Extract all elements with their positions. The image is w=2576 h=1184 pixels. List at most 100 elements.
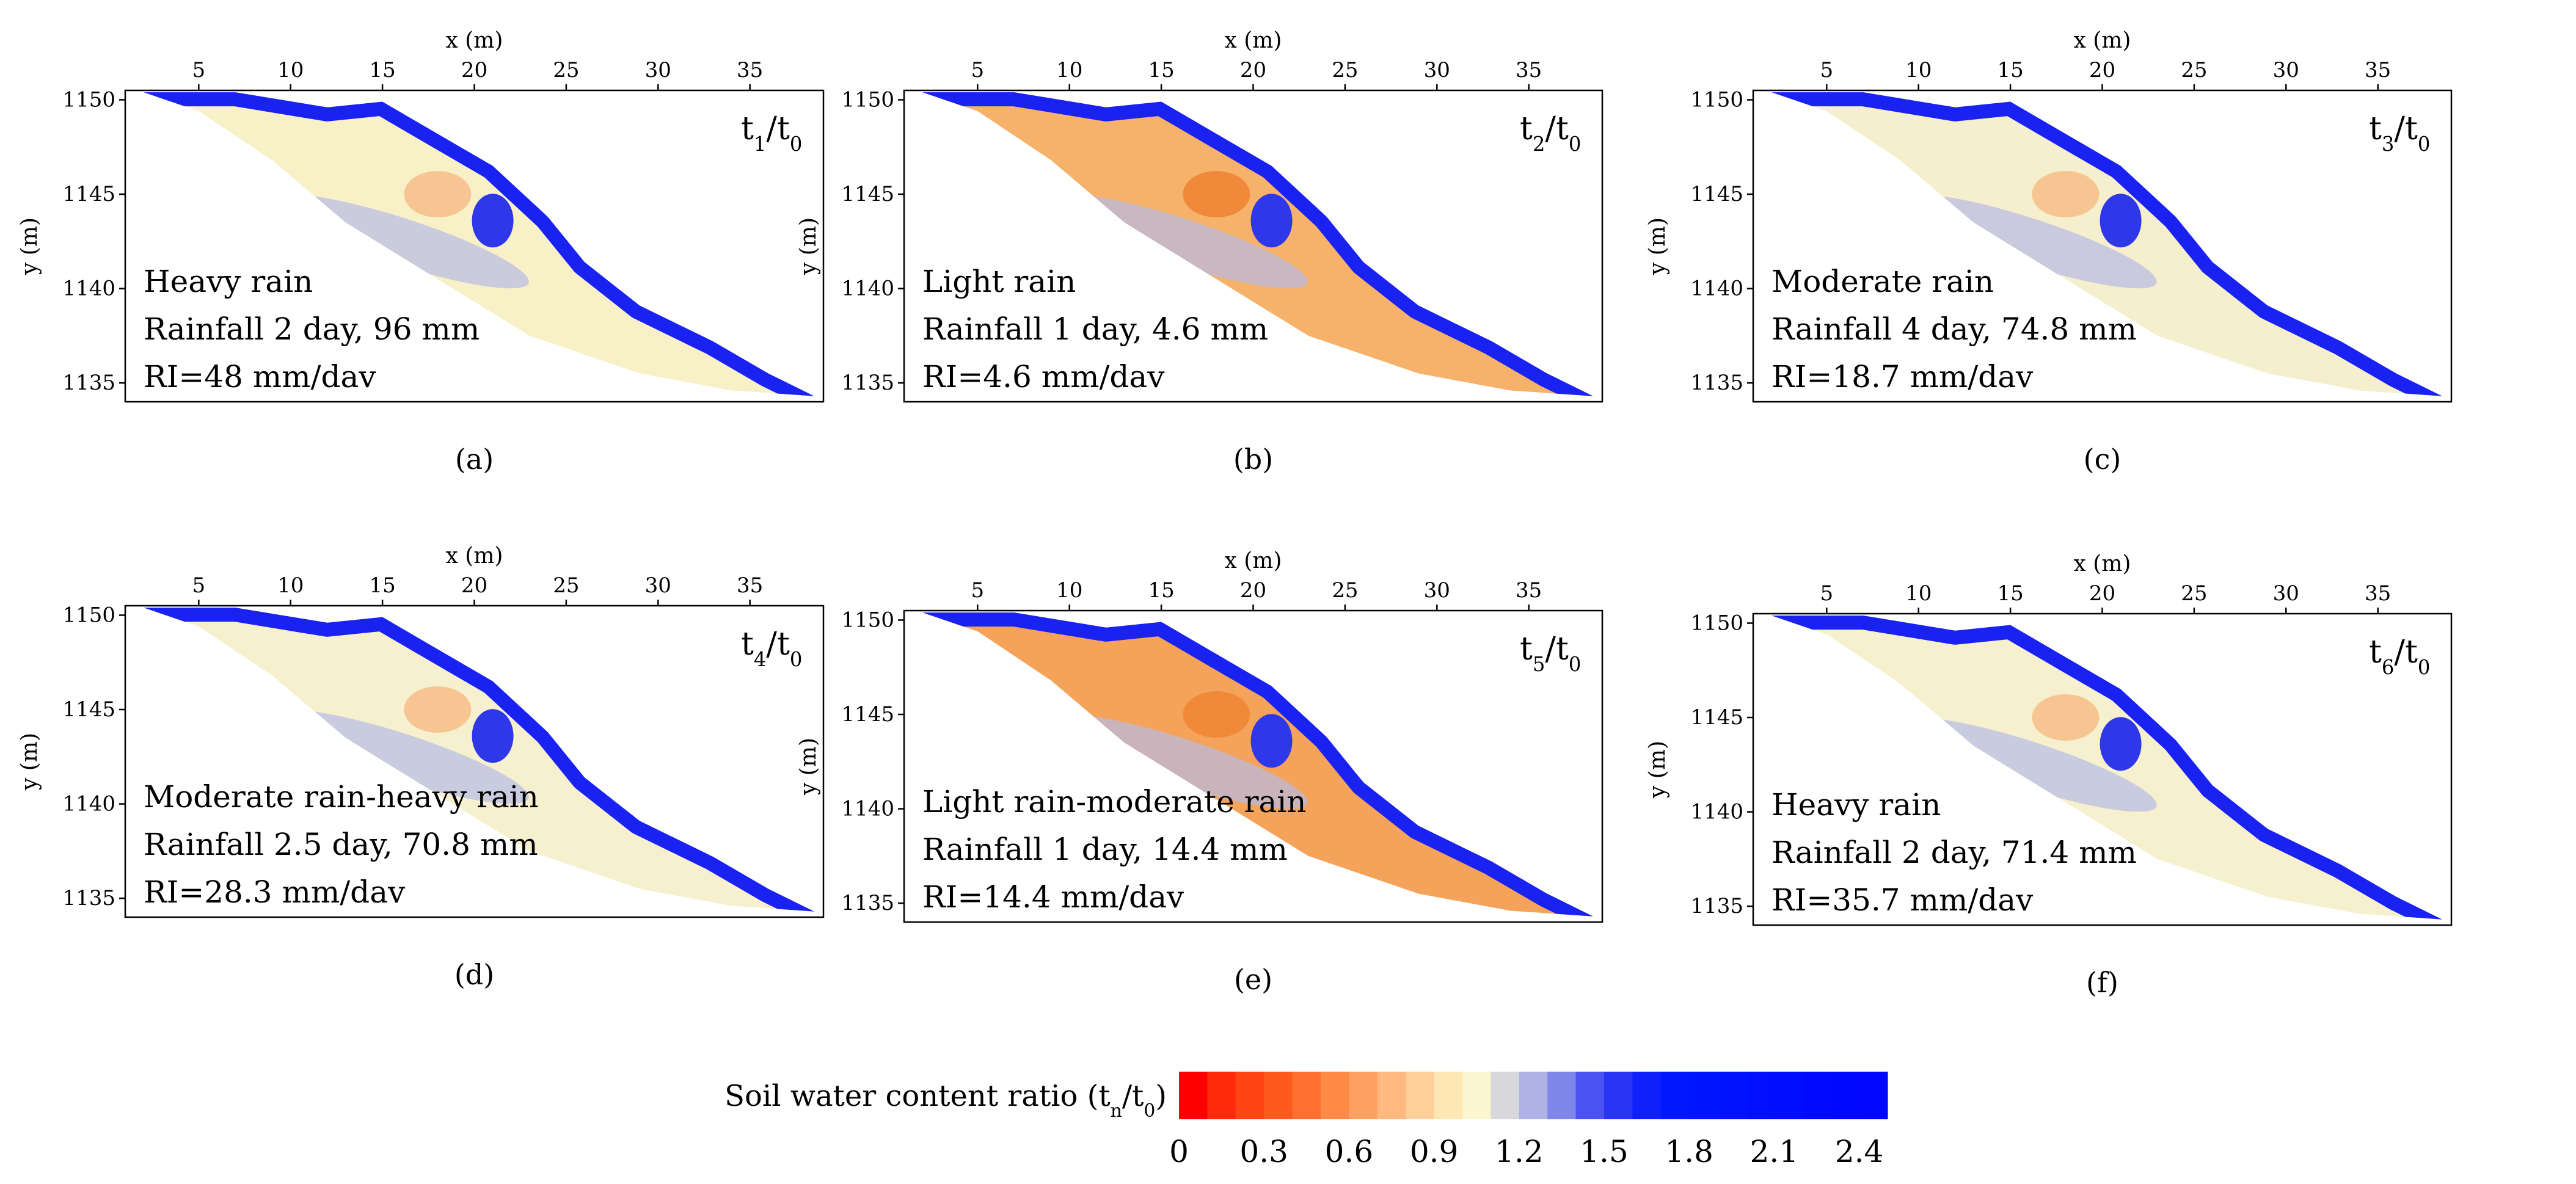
x-tick-label: 5: [192, 573, 205, 598]
colorbar-swatch: [1717, 1072, 1746, 1119]
x-tick-label: 20: [1240, 58, 1266, 82]
ratio-label: t3/t0: [2369, 111, 2430, 156]
x-tick-label: 10: [1056, 578, 1082, 603]
rainfall-intensity: RI=28.3 mm/dav: [144, 874, 406, 910]
x-axis-label: x (m): [2074, 551, 2131, 576]
colorbar-swatch: [1462, 1072, 1491, 1119]
wet-core: [1250, 194, 1293, 248]
x-axis-label: x (m): [1225, 28, 1282, 53]
x-tick-label: 20: [1240, 578, 1266, 603]
panel-b: 5 10 15 20 25 30 35 x (m) 1135 1140 1145 1150 y (m) t…: [796, 28, 1604, 476]
x-tick-label: 30: [645, 573, 671, 598]
rain-event: Moderate rain-heavy rain: [144, 779, 539, 815]
x-tick-label: 35: [2365, 58, 2391, 82]
x-tick-label: 10: [277, 573, 304, 598]
x-tick-label: 30: [2273, 58, 2299, 82]
y-axis-label: y (m): [1645, 741, 1670, 799]
y-axis-label: y (m): [796, 738, 821, 796]
ratio-label: t2/t0: [1520, 111, 1581, 156]
x-axis-label: x (m): [1225, 548, 1282, 573]
colorbar-tick-label: 2.4: [1835, 1134, 1884, 1169]
colorbar-swatch: [1774, 1072, 1803, 1119]
y-tick-label: 1135: [1690, 371, 1743, 395]
x-tick-label: 15: [369, 58, 395, 82]
y-axis-label: y (m): [1645, 217, 1670, 275]
rainfall-amount: Rainfall 4 day, 74.8 mm: [1771, 311, 2137, 347]
colorbar-tick-label: 1.8: [1665, 1134, 1713, 1169]
x-tick-label: 35: [2365, 581, 2391, 606]
y-tick-label: 1140: [62, 277, 115, 301]
y-axis-label: y (m): [17, 733, 42, 791]
panel-f: 5 10 15 20 25 30 35 x (m) 1135 1140 1145 1150 y (m) t…: [1645, 551, 2453, 999]
rain-event: Heavy rain: [144, 264, 313, 299]
colorbar-swatch: [1235, 1072, 1264, 1119]
x-tick-label: 5: [192, 58, 205, 82]
ratio-label: t5/t0: [1520, 631, 1581, 676]
y-tick-label: 1150: [1690, 611, 1743, 635]
x-tick-label: 30: [1424, 58, 1450, 82]
colorbar-swatch: [1179, 1072, 1208, 1119]
dry-core: [1183, 691, 1250, 738]
y-tick-label: 1140: [1690, 800, 1743, 824]
colorbar-swatch: [1746, 1072, 1775, 1119]
y-tick-label: 1135: [1690, 894, 1743, 918]
rain-event: Heavy rain: [1771, 787, 1941, 823]
x-tick-label: 30: [2273, 581, 2299, 606]
y-axis-label: y (m): [17, 217, 42, 275]
x-tick-label: 20: [2089, 581, 2115, 606]
y-tick-label: 1150: [62, 87, 115, 112]
x-axis-label: x (m): [446, 28, 503, 53]
x-tick-label: 15: [1997, 58, 2023, 82]
colorbar-swatch: [1321, 1072, 1349, 1119]
x-tick-label: 10: [1905, 581, 1932, 606]
colorbar-swatch: [1264, 1072, 1293, 1119]
wet-core: [2100, 194, 2142, 248]
panel-caption: (f): [2086, 966, 2118, 999]
x-tick-label: 15: [1148, 578, 1174, 603]
ratio-label: t6/t0: [2369, 634, 2430, 679]
panel-caption: (e): [1234, 963, 1272, 996]
x-tick-label: 35: [737, 58, 763, 82]
x-tick-label: 10: [1905, 58, 1932, 82]
x-tick-label: 25: [1332, 58, 1358, 82]
y-axis-label: y (m): [796, 217, 821, 275]
colorbar-swatch: [1207, 1072, 1236, 1119]
x-tick-label: 35: [737, 573, 763, 598]
rainfall-amount: Rainfall 2.5 day, 70.8 mm: [144, 827, 538, 862]
panel-caption: (d): [454, 958, 494, 991]
panel-e: 5 10 15 20 25 30 35 x (m) 1135 1140 1145 1150 y (m) t…: [796, 548, 1604, 996]
rainfall-amount: Rainfall 2 day, 96 mm: [144, 311, 480, 347]
colorbar-tick-label: 0: [1169, 1134, 1189, 1169]
panel-caption: (c): [2084, 443, 2122, 476]
colorbar-tick-label: 0.9: [1410, 1134, 1459, 1169]
colorbar-swatch: [1660, 1072, 1690, 1119]
rainfall-amount: Rainfall 1 day, 14.4 mm: [922, 832, 1288, 867]
rain-event: Moderate rain: [1771, 264, 1994, 299]
panel-a: 5 10 15 20 25 30 35 x (m) 1135 1140 1145 1150 y (m) t…: [17, 28, 825, 476]
rainfall-intensity: RI=14.4 mm/dav: [922, 879, 1184, 915]
colorbar-swatch: [1831, 1072, 1860, 1119]
panels-layer: 5 10 15 20 25 30 35 x (m) 1135 1140 1145 1150 y (m) t…: [17, 28, 2453, 999]
y-tick-label: 1135: [62, 371, 115, 395]
colorbar-swatch: [1802, 1072, 1831, 1119]
x-tick-label: 35: [1516, 58, 1542, 82]
wet-core: [472, 194, 514, 248]
y-tick-label: 1145: [1690, 705, 1743, 730]
y-tick-label: 1145: [62, 697, 115, 722]
colorbar-tick-label: 2.1: [1750, 1134, 1799, 1169]
colorbar-swatch: [1859, 1072, 1888, 1119]
x-tick-label: 20: [461, 573, 487, 598]
y-tick-label: 1140: [841, 277, 894, 301]
x-tick-label: 5: [971, 58, 984, 82]
colorbar-swatch: [1519, 1072, 1548, 1119]
x-tick-label: 25: [553, 58, 579, 82]
rain-event: Light rain-moderate rain: [922, 784, 1307, 819]
dry-core: [2032, 694, 2100, 741]
x-tick-label: 10: [1056, 58, 1082, 82]
colorbar-swatch: [1689, 1072, 1718, 1119]
x-tick-label: 10: [277, 58, 304, 82]
wet-core: [472, 709, 514, 763]
panel-caption: (b): [1233, 443, 1273, 476]
panel-caption: (a): [455, 443, 494, 476]
rainfall-intensity: RI=4.6 mm/dav: [922, 359, 1165, 394]
